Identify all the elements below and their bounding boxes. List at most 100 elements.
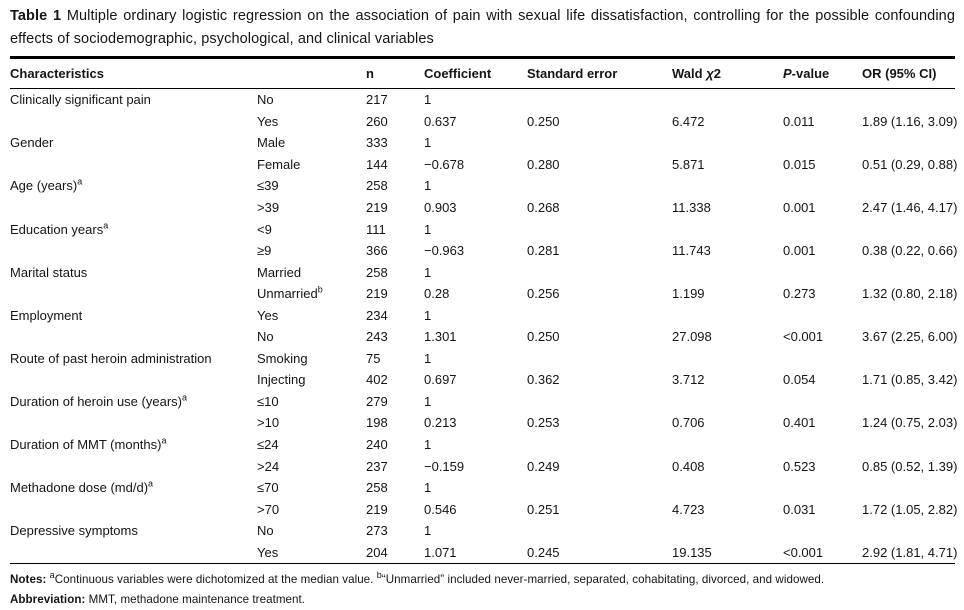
cell-category: Injecting xyxy=(257,372,306,388)
cell-characteristic: Route of past heroin administration xyxy=(10,350,212,366)
abbreviation-text: MMT, methadone maintenance treatment. xyxy=(88,592,306,606)
table-row: Employment Yes 234 1 xyxy=(10,304,955,326)
cell-characteristic: Education yearsa xyxy=(10,220,109,237)
cell-standard-error xyxy=(527,391,672,413)
cell-characteristic xyxy=(10,541,257,565)
cell-p-value xyxy=(783,304,862,326)
cell-or-95ci: 3.67 (2.25, 6.00) xyxy=(862,329,958,345)
cell-coefficient: 1 xyxy=(424,135,432,151)
cell-standard-error xyxy=(527,218,672,240)
cell-n: 75 xyxy=(366,350,381,366)
cell-n: 219 xyxy=(366,501,388,517)
cell-characteristic xyxy=(10,326,257,348)
cell-characteristic xyxy=(10,240,257,262)
column-header-n: n xyxy=(366,57,424,89)
table-row: >39 219 0.903 0.268 11.338 0.001 2.47 (1.46, 4… xyxy=(10,197,957,219)
cell-n: 333 xyxy=(366,135,388,151)
cell-coefficient: 1 xyxy=(424,437,432,453)
cell-or-95ci: 0.51 (0.29, 0.88) xyxy=(862,156,958,172)
column-header-coefficient: Coefficient xyxy=(424,57,527,89)
cell-standard-error: 0.362 xyxy=(527,372,560,388)
cell-coefficient: −0.963 xyxy=(424,243,465,259)
cell-characteristic xyxy=(10,412,257,434)
cell-standard-error xyxy=(527,89,672,111)
cell-or-95ci xyxy=(862,348,955,370)
cell-category: >10 xyxy=(257,415,280,431)
cell-n: 219 xyxy=(366,286,388,302)
column-header-p-value: P-value xyxy=(783,57,862,89)
cell-category: Smoking xyxy=(257,350,308,366)
table-row: Yes 260 0.637 0.250 6.472 0.011 1.89 (1.16, 3.… xyxy=(10,111,958,133)
category-superscript: b xyxy=(317,284,323,295)
cell-p-value xyxy=(783,391,862,413)
cell-p-value xyxy=(783,132,862,154)
cell-n: 402 xyxy=(366,372,388,388)
cell-p-value xyxy=(783,175,862,197)
cell-coefficient: 1 xyxy=(424,307,432,323)
cell-coefficient: 1 xyxy=(424,264,432,280)
cell-n: 258 xyxy=(366,178,388,194)
cell-coefficient: 1 xyxy=(424,523,432,539)
cell-wald-chi2 xyxy=(672,520,783,542)
cell-standard-error: 0.251 xyxy=(527,501,560,517)
cell-p-value: 0.001 xyxy=(783,243,816,259)
cell-characteristic: Methadone dose (md/d)a xyxy=(10,478,154,496)
cell-n: 258 xyxy=(366,264,388,280)
cell-characteristic: Gender xyxy=(10,135,54,151)
cell-or-95ci: 1.72 (1.05, 2.82) xyxy=(862,501,958,517)
cell-p-value: 0.054 xyxy=(783,372,816,388)
cell-n: 279 xyxy=(366,393,388,409)
cell-category: ≤39 xyxy=(257,178,279,194)
column-header-characteristics: Characteristics xyxy=(10,57,257,89)
cell-category: <9 xyxy=(257,221,272,237)
table-row: No 243 1.301 0.250 27.098 <0.001 3.67 (2.25, 6… xyxy=(10,326,958,348)
cell-characteristic: Depressive symptoms xyxy=(10,523,138,539)
table-row: Route of past heroin administration Smoki… xyxy=(10,348,955,370)
table-row: Marital status Married 258 1 xyxy=(10,261,955,283)
cell-category: ≤24 xyxy=(257,437,279,453)
cell-wald-chi2: 11.743 xyxy=(672,243,711,259)
cell-category: Unmarriedb xyxy=(257,284,323,302)
cell-p-value: 0.523 xyxy=(783,458,816,474)
note-b-text: “Unmarried” included never-married, sepa… xyxy=(381,573,825,587)
cell-category: No xyxy=(257,329,274,345)
cell-or-95ci xyxy=(862,261,955,283)
cell-category: >70 xyxy=(257,501,280,517)
table-row: Yes 204 1.071 0.245 19.135 <0.001 2.92 (1.81, … xyxy=(10,541,957,565)
cell-category: Yes xyxy=(257,541,366,565)
cell-wald-chi2: 0.408 xyxy=(672,458,705,474)
cell-characteristic: Clinically significant pain xyxy=(10,92,151,108)
cell-category: Married xyxy=(257,264,302,280)
table-row: Gender Male 333 1 xyxy=(10,132,955,154)
cell-wald-chi2: 19.135 xyxy=(672,541,783,565)
cell-category: >24 xyxy=(257,458,280,474)
cell-characteristic xyxy=(10,197,257,219)
cell-n: 273 xyxy=(366,523,388,539)
notes-line: Notes: aContinuous variables were dichot… xyxy=(10,570,955,590)
cell-p-value xyxy=(783,218,862,240)
abbreviation-line: Abbreviation: MMT, methadone maintenance… xyxy=(10,590,955,610)
regression-table: Characteristics n Coefficient Standard erro… xyxy=(10,56,958,565)
cell-characteristic: Duration of heroin use (years)a xyxy=(10,392,187,409)
cell-p-value: 0.015 xyxy=(783,156,816,172)
cell-wald-chi2 xyxy=(672,477,783,499)
cell-or-95ci: 1.89 (1.16, 3.09) xyxy=(862,113,958,129)
table-row: Depressive symptoms No 273 1 xyxy=(10,520,955,542)
cell-category: No xyxy=(257,92,274,108)
cell-n: 204 xyxy=(366,541,424,565)
cell-wald-chi2: 3.712 xyxy=(672,372,705,388)
cell-standard-error xyxy=(527,175,672,197)
cell-p-value xyxy=(783,89,862,111)
cell-category: Female xyxy=(257,156,301,172)
cell-standard-error xyxy=(527,477,672,499)
cell-or-95ci xyxy=(862,434,955,456)
table-row: Education yearsa <9 111 1 xyxy=(10,218,955,240)
cell-or-95ci xyxy=(862,218,955,240)
cell-wald-chi2: 11.338 xyxy=(672,200,711,215)
cell-characteristic: Duration of MMT (months)a xyxy=(10,435,167,453)
cell-coefficient: 1 xyxy=(424,393,432,409)
characteristic-superscript: a xyxy=(103,220,109,231)
note-a-superscript: a xyxy=(49,570,55,581)
cell-characteristic: Marital status xyxy=(10,264,88,280)
table-number-label: Table 1 xyxy=(10,8,62,24)
